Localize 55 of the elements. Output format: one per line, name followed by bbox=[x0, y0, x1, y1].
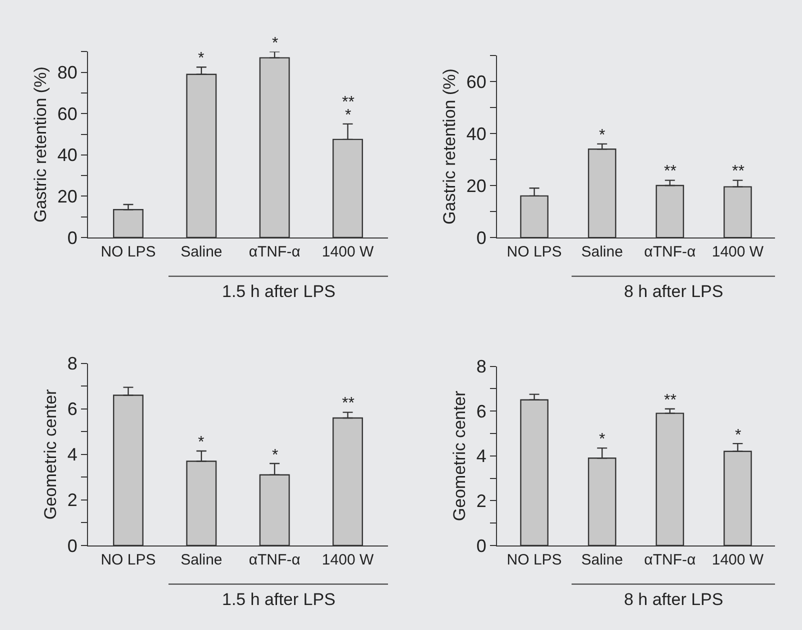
x-axis-title: 8 h after LPS bbox=[624, 590, 724, 609]
x-tick-label: 1400 W bbox=[322, 244, 374, 261]
y-axis-title: Geometric center bbox=[450, 390, 469, 522]
y-tick-label: 60 bbox=[57, 104, 78, 124]
y-tick-label: 0 bbox=[476, 536, 486, 556]
annotation: ** bbox=[664, 392, 676, 409]
y-tick-label: 40 bbox=[57, 145, 78, 166]
annotation: * bbox=[599, 127, 606, 144]
y-tick-label: 0 bbox=[476, 228, 486, 248]
annotation: ** bbox=[664, 163, 676, 180]
y-tick-label: 40 bbox=[466, 124, 486, 144]
x-tick-label: Saline bbox=[581, 244, 623, 261]
y-tick-label: 4 bbox=[67, 444, 78, 465]
x-tick-label: NO LPS bbox=[100, 551, 156, 568]
y-tick-label: 6 bbox=[67, 399, 78, 420]
y-tick-label: 0 bbox=[67, 536, 78, 556]
y-tick-label: 6 bbox=[476, 401, 486, 422]
y-tick-label: 8 bbox=[476, 356, 486, 377]
x-axis-title: 1.5 h after LPS bbox=[222, 590, 336, 609]
y-tick-label: 2 bbox=[67, 490, 78, 510]
y-tick-label: 8 bbox=[67, 354, 78, 374]
x-tick-label: Saline bbox=[581, 551, 623, 568]
x-tick-label: NO LPS bbox=[506, 244, 562, 261]
x-axis-title: 1.5 h after LPS bbox=[222, 282, 336, 301]
annotation: ** bbox=[732, 163, 744, 180]
x-tick-label: Saline bbox=[180, 244, 222, 261]
annotation: * bbox=[272, 35, 278, 52]
x-tick-label: 1400 W bbox=[712, 244, 764, 261]
x-tick-label: 1400 W bbox=[712, 551, 764, 568]
annotation: * bbox=[599, 431, 606, 448]
annotation: * bbox=[198, 50, 204, 67]
x-tick-label: NO LPS bbox=[506, 551, 562, 568]
x-tick-label: αTNF-α bbox=[644, 551, 696, 568]
x-axis-title: 8 h after LPS bbox=[624, 282, 724, 301]
y-tick-label: 0 bbox=[67, 228, 78, 248]
annotation: * bbox=[345, 107, 352, 124]
x-tick-label: Saline bbox=[180, 551, 222, 568]
y-axis-title: Gastric retention (%) bbox=[30, 66, 50, 223]
x-tick-label: αTNF-α bbox=[248, 244, 301, 261]
y-tick-label: 2 bbox=[476, 490, 486, 511]
y-axis-title: Geometric center bbox=[40, 388, 60, 520]
y-tick-label: 20 bbox=[57, 186, 78, 207]
x-tick-label: NO LPS bbox=[100, 244, 156, 261]
annotation: ** bbox=[342, 395, 354, 412]
x-tick-label: 1400 W bbox=[322, 551, 374, 568]
y-tick-label: 60 bbox=[466, 72, 486, 92]
y-tick-label: 20 bbox=[466, 176, 486, 196]
x-tick-label: αTNF-α bbox=[644, 244, 696, 261]
y-axis-title: Gastric retention (%) bbox=[440, 68, 459, 224]
annotation: * bbox=[272, 447, 278, 464]
x-tick-label: αTNF-α bbox=[248, 551, 301, 568]
annotation: * bbox=[735, 427, 742, 444]
y-tick-label: 4 bbox=[476, 446, 486, 466]
annotation: * bbox=[198, 434, 204, 451]
y-tick-label: 80 bbox=[57, 62, 78, 83]
